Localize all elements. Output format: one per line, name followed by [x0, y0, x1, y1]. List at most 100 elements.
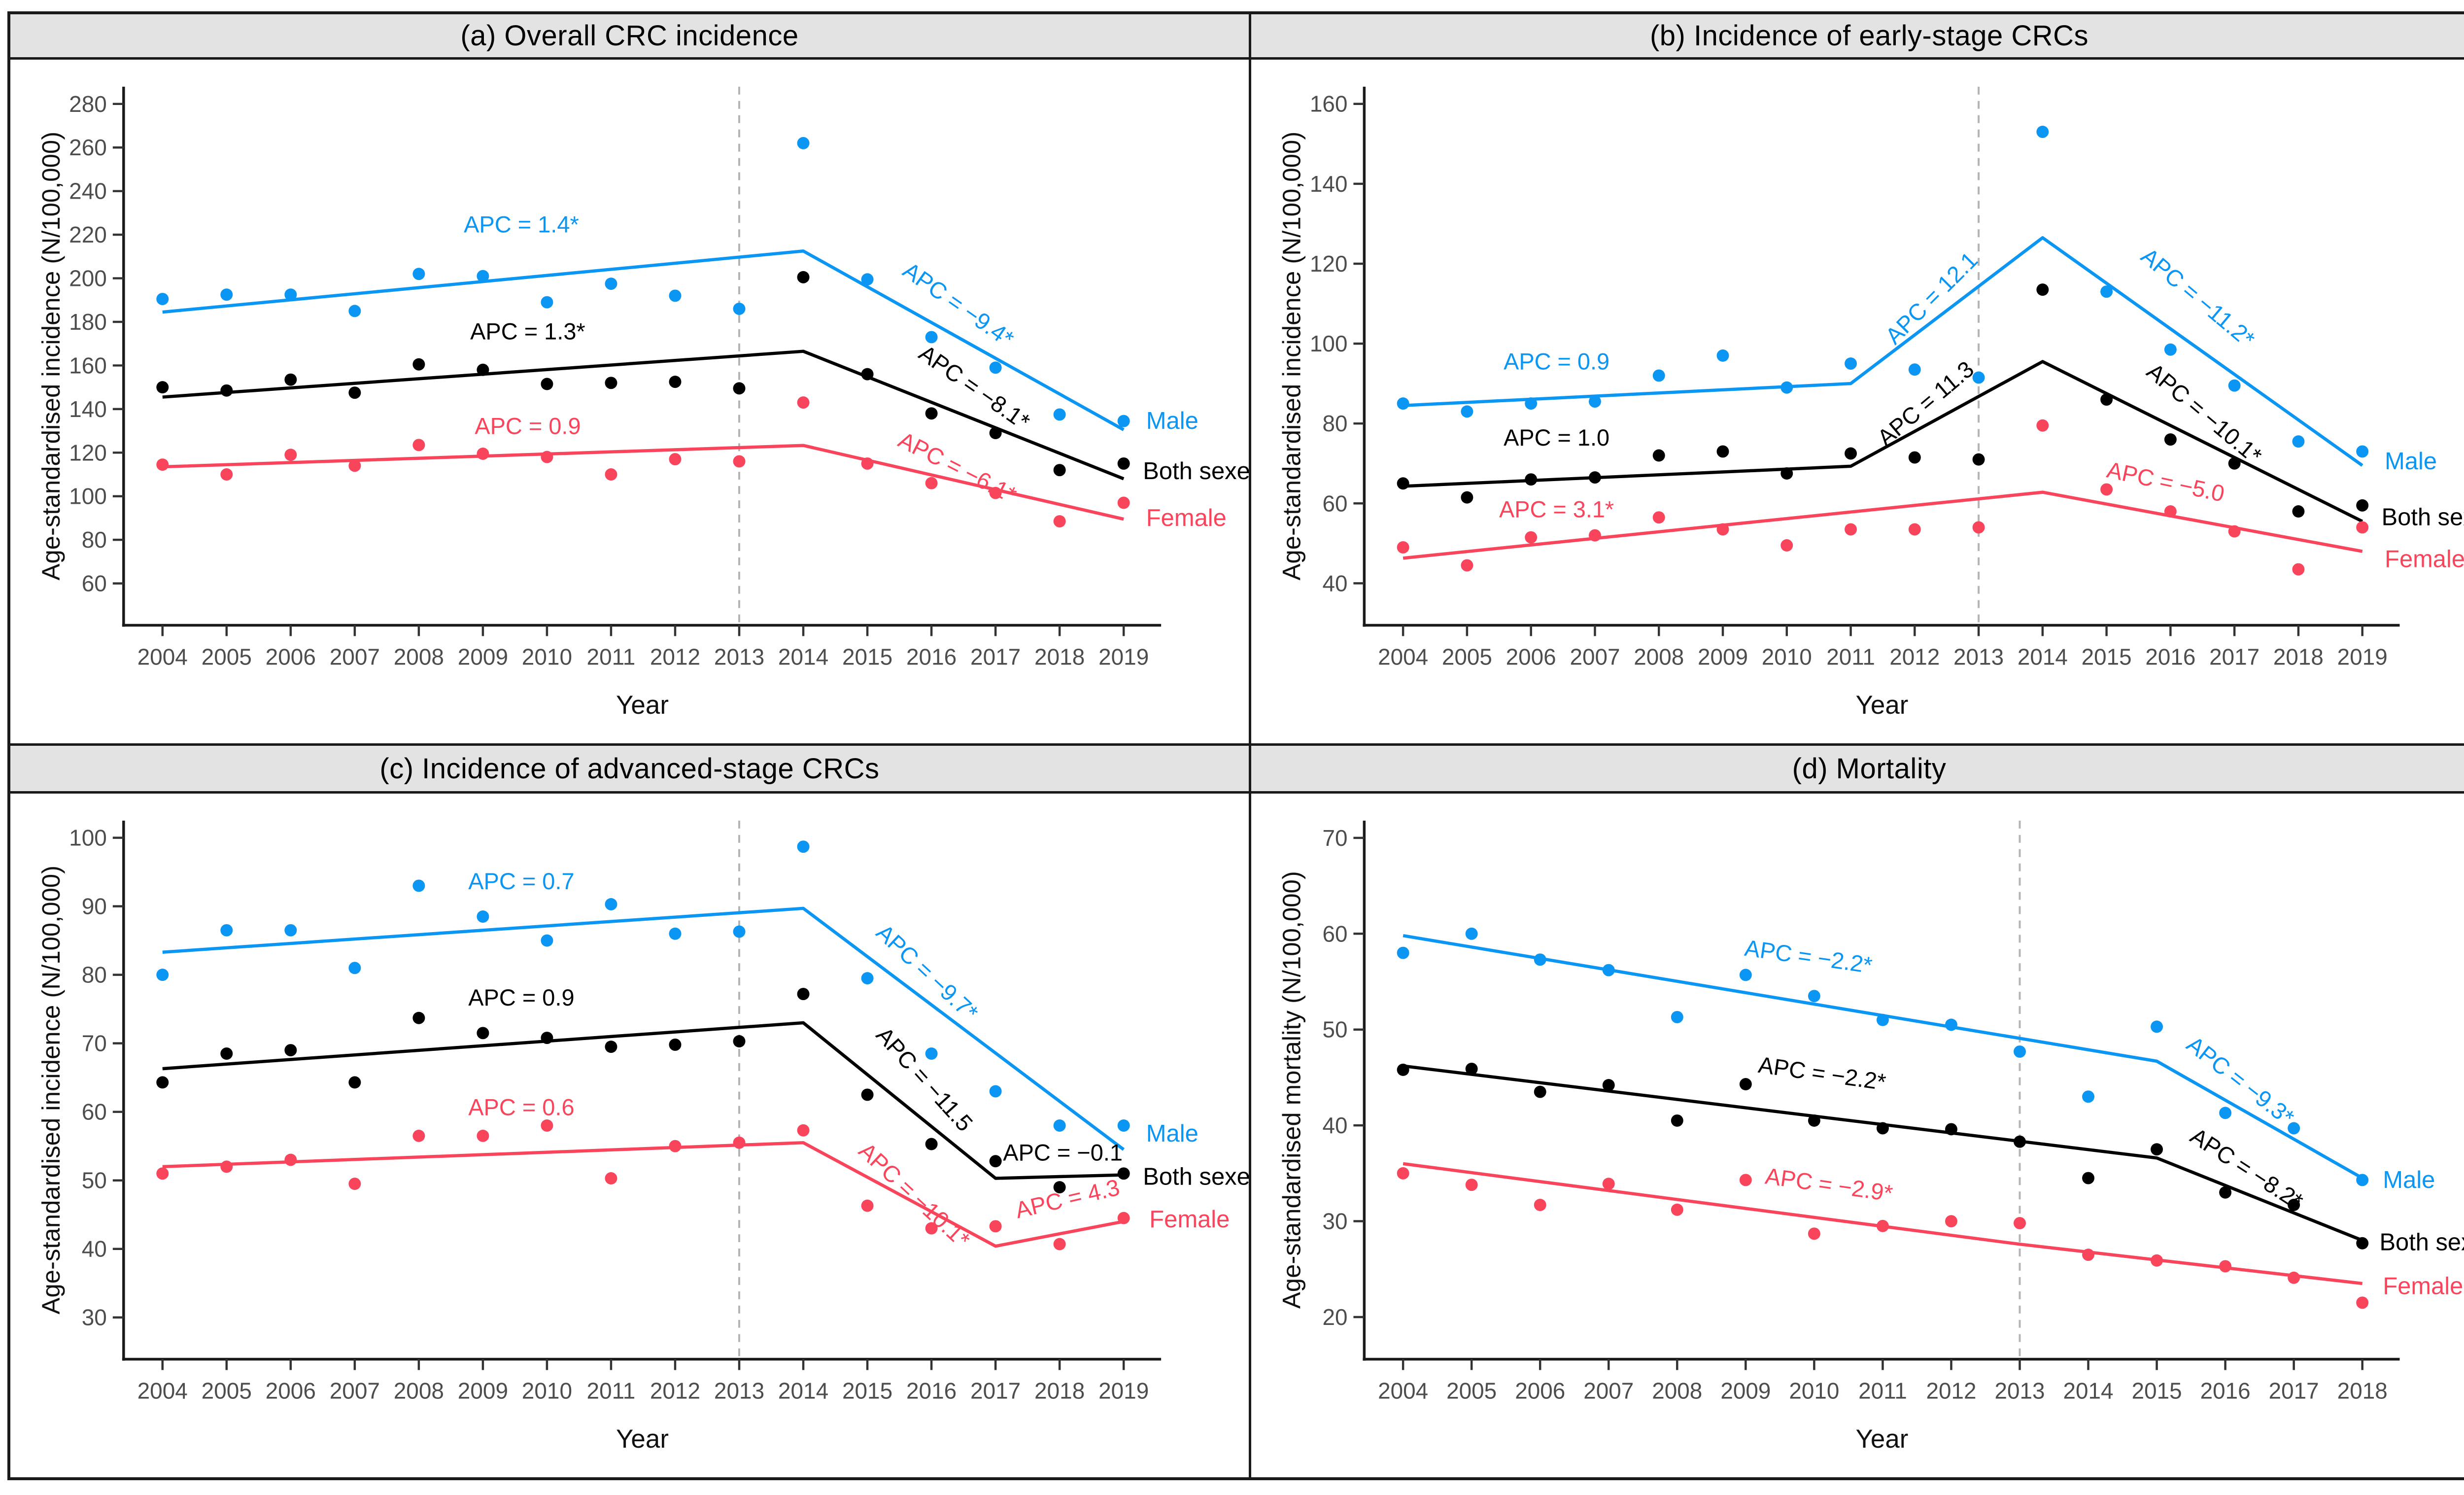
data-point: [2356, 445, 2369, 458]
x-tick-label: 2005: [202, 1378, 252, 1403]
data-point: [2151, 1143, 2163, 1156]
data-point: [925, 1047, 938, 1060]
panel-b-header: (b) Incidence of early-stage CRCs: [1249, 14, 2464, 60]
y-tick-label: 70: [82, 1031, 107, 1056]
data-point: [1397, 477, 1409, 490]
trend-line: [1403, 1162, 2363, 1286]
data-point: [797, 840, 810, 853]
data-point: [541, 1032, 553, 1044]
y-tick-label: 50: [1322, 1017, 1347, 1043]
data-point: [477, 363, 489, 376]
data-point: [477, 1129, 489, 1142]
data-point: [733, 382, 746, 395]
x-tick-label: 2011: [1858, 1378, 1907, 1403]
x-tick-label: 2018: [1034, 644, 1085, 669]
data-point: [797, 396, 810, 409]
data-point: [2228, 525, 2241, 538]
y-tick-label: 140: [69, 396, 107, 422]
x-tick-label: 2016: [2145, 644, 2195, 669]
data-point: [733, 455, 746, 468]
data-point: [2288, 1271, 2300, 1284]
data-point: [1053, 408, 1066, 421]
y-tick-label: 20: [1322, 1304, 1347, 1330]
data-point: [1739, 1174, 1752, 1186]
y-tick-label: 30: [82, 1305, 107, 1330]
apc-annotation: APC = 0.6: [468, 1095, 574, 1120]
apc-annotation: APC = 0.9: [1504, 349, 1609, 375]
data-point: [1671, 1114, 1683, 1127]
data-point: [1780, 467, 1793, 480]
data-point: [1972, 521, 1985, 534]
x-axis-title: Year: [1856, 691, 1909, 720]
data-point: [2356, 499, 2369, 512]
data-point: [1780, 539, 1793, 552]
data-point: [1716, 445, 1729, 458]
data-point: [2164, 433, 2177, 446]
data-point: [669, 927, 682, 940]
series-end-label: Male: [2383, 1167, 2435, 1193]
data-point: [1465, 1179, 1478, 1191]
data-point: [669, 1038, 682, 1051]
y-tick-label: 80: [1322, 411, 1347, 436]
data-point: [1945, 1018, 1957, 1031]
data-point: [989, 1085, 1002, 1098]
data-point: [541, 378, 553, 390]
x-tick-label: 2017: [2269, 1378, 2319, 1403]
panel-d-header: (d) Mortality: [1249, 743, 2464, 794]
data-point: [1716, 523, 1729, 536]
x-tick-label: 2013: [1994, 1378, 2045, 1403]
y-tick-label: 60: [82, 571, 107, 596]
x-tick-label: 2006: [1506, 644, 1556, 669]
x-tick-label: 2019: [1098, 644, 1149, 669]
data-point: [2014, 1135, 2026, 1148]
y-tick-label: 60: [82, 1099, 107, 1125]
trend-line: [1403, 1064, 2363, 1242]
data-point: [1908, 451, 1921, 464]
data-point: [1053, 1119, 1066, 1132]
data-point: [925, 407, 938, 420]
y-tick-label: 60: [1322, 921, 1347, 946]
data-point: [156, 1167, 169, 1180]
apc-annotation: APC = 12.1: [1881, 247, 1983, 349]
data-point: [1397, 541, 1409, 554]
data-point: [669, 1140, 682, 1152]
data-point: [156, 969, 169, 981]
apc-annotation: APC = 1.4*: [464, 212, 579, 238]
trend-line: [162, 1021, 1124, 1180]
data-point: [1652, 511, 1665, 524]
series-end-label: Both sexes: [2382, 504, 2464, 531]
data-point: [1117, 415, 1130, 427]
data-point: [733, 925, 746, 938]
y-axis-title: Age-standardised incidence (N/100,000): [37, 866, 65, 1315]
x-tick-label: 2008: [394, 644, 444, 669]
x-tick-label: 2007: [1570, 644, 1620, 669]
data-point: [1602, 1079, 1615, 1091]
data-point: [412, 268, 425, 280]
data-point: [348, 386, 361, 399]
x-tick-label: 2007: [330, 1378, 380, 1403]
data-point: [1972, 453, 1985, 466]
data-point: [2292, 505, 2305, 518]
y-tick-label: 180: [69, 309, 107, 335]
y-axis-title: Age-standardised incidence (N/100,000): [37, 132, 65, 581]
series-end-label: Female: [2385, 546, 2464, 573]
data-point: [1908, 523, 1921, 536]
data-point: [2151, 1020, 2163, 1033]
data-point: [605, 377, 617, 389]
y-tick-label: 40: [82, 1236, 107, 1262]
data-point: [2036, 283, 2049, 296]
data-point: [412, 439, 425, 452]
y-tick-label: 90: [82, 894, 107, 919]
data-point: [1117, 457, 1130, 470]
x-tick-label: 2004: [1378, 644, 1428, 669]
data-point: [925, 1138, 938, 1150]
data-point: [605, 468, 617, 481]
trend-line: [1403, 934, 2363, 1180]
panel-c-title: (c) Incidence of advanced-stage CRCs: [379, 752, 880, 785]
panel-b-plot: 40 60 80 100 120 140 160 2004 2005 2006 2007 2008 20…: [1249, 60, 2464, 743]
data-point: [1780, 381, 1793, 394]
data-point: [348, 1076, 361, 1089]
data-point: [605, 1041, 617, 1053]
apc-annotation: APC = 0.9: [468, 985, 574, 1010]
x-tick-label: 2019: [2337, 644, 2388, 669]
